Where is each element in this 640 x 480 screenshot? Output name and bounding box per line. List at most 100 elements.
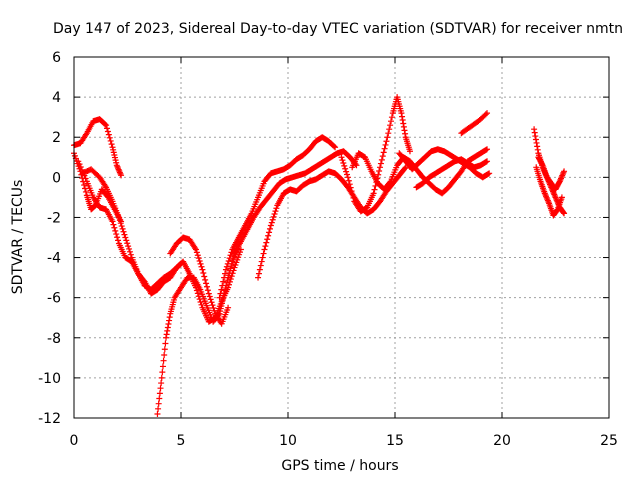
data-point [226,255,233,262]
data-point [163,331,170,338]
tick-marks [73,56,610,419]
data-point [400,123,407,130]
data-point [117,220,124,227]
data-point [266,225,273,232]
data-point [531,126,538,133]
data-point [402,130,409,137]
data-point [484,110,491,117]
data-point [486,170,493,177]
data-point [261,246,268,253]
data-point [533,139,540,146]
data-point [78,166,85,173]
data-point [200,270,207,277]
data-point [273,205,280,212]
y-axis-label: SDTVAR / TECUs [10,180,26,295]
data-point [166,314,173,321]
data-point [228,273,235,280]
data-point [260,250,267,257]
data-points [71,94,568,417]
data-point [210,304,217,311]
data-point [378,156,385,163]
data-point [350,194,357,201]
x-tick-label: 25 [600,433,618,449]
data-point [116,217,123,224]
data-point [113,231,120,238]
data-point [348,188,355,195]
data-point [211,307,218,314]
data-point [123,237,130,244]
data-point [158,380,165,387]
data-point [271,211,278,218]
data-point [224,260,231,267]
data-point [115,237,122,244]
data-point [218,286,225,293]
data-point [162,340,169,347]
y-tick-label: -2 [47,210,61,226]
data-point [255,274,262,281]
data-point [561,210,568,217]
data-point [120,228,127,235]
data-point [199,266,206,273]
data-point [387,122,394,129]
data-point [115,214,122,221]
data-point [388,118,395,125]
data-point [127,251,134,258]
data-point [104,128,111,135]
data-point [222,266,229,273]
y-tick-label: -8 [47,331,61,347]
data-point [371,186,378,193]
data-point [383,138,390,145]
y-tick-labels: -12 -10 -8 -6 -4 -2 0 2 4 6 [38,50,61,427]
data-point [114,234,121,241]
data-point [484,158,491,165]
data-point [401,165,408,172]
data-point [338,154,345,161]
data-point [345,177,352,184]
data-point [208,299,215,306]
data-point [388,114,395,121]
data-point [165,321,172,328]
data-point [203,280,210,287]
data-point [118,223,125,230]
data-point [264,236,271,243]
data-point [267,222,274,229]
data-point [401,127,408,134]
data-point [381,145,388,152]
data-point [194,252,201,259]
data-point [111,224,118,231]
data-point [194,290,201,297]
data-point [344,171,351,178]
data-point [105,131,112,138]
data-point [80,169,87,176]
data-point [164,327,171,334]
data-point [122,234,129,241]
data-point [400,120,407,127]
data-point [156,395,163,402]
series-track-14 [458,110,491,137]
data-point [198,263,205,270]
data-point [347,184,354,191]
data-point [104,125,111,132]
data-point [341,162,348,169]
x-tick-label: 5 [177,433,186,449]
data-point [258,258,265,265]
data-point [160,357,167,364]
data-point [259,254,266,261]
data-point [263,239,270,246]
data-point [159,369,166,376]
y-tick-label: -12 [38,411,61,427]
data-point [532,133,539,140]
data-point [399,113,406,120]
data-point [106,134,113,141]
data-point [346,181,353,188]
data-point [192,246,199,253]
data-point [482,111,489,118]
data-point [255,270,262,277]
data-point [222,270,229,277]
data-point [265,232,272,239]
data-point [386,179,393,186]
data-point [262,243,269,250]
series-track-1 [71,116,125,179]
x-tick-label: 15 [386,433,404,449]
series-track-5 [154,246,240,417]
